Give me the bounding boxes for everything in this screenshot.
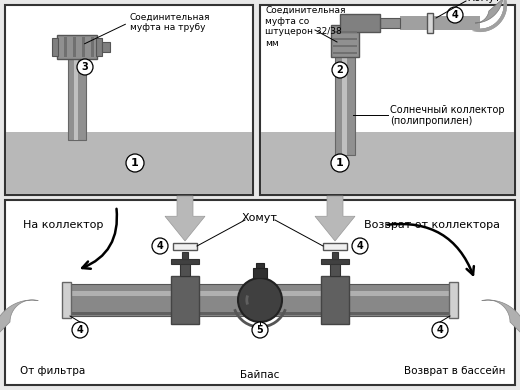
Text: Байпас: Байпас [240,370,280,380]
Text: Солнечный коллектор: Солнечный коллектор [390,105,504,115]
Bar [427,13,433,33]
Bar [171,259,199,264]
Bar [333,45,357,47]
Bar [52,38,58,56]
Text: 1: 1 [131,158,139,168]
Bar [261,132,514,194]
Bar [73,37,76,57]
Bar [260,5,515,195]
Bar [333,52,357,54]
Circle shape [77,59,93,75]
Circle shape [238,278,282,322]
Bar [256,263,264,268]
Bar [102,42,110,52]
Bar [333,38,357,40]
Text: 4: 4 [157,241,163,251]
Bar [330,262,340,276]
Bar [65,284,455,316]
Bar [321,276,349,324]
Bar [64,37,67,57]
Text: На коллектор: На коллектор [23,220,103,230]
Text: 4: 4 [357,241,363,251]
Bar [180,262,190,276]
Text: От фильтра: От фильтра [20,366,85,376]
Bar [182,252,188,259]
Text: муфта со: муфта со [265,16,309,25]
Polygon shape [482,300,520,340]
Text: 2: 2 [336,65,343,75]
Text: 4: 4 [437,325,444,335]
Bar [333,31,357,33]
Bar [340,14,380,32]
Text: 4: 4 [76,325,83,335]
Bar [82,37,85,57]
Bar [65,291,455,296]
Bar [335,55,355,155]
Circle shape [331,154,349,172]
Text: Хомут: Хомут [468,0,501,3]
Text: муфта на трубу: муфта на трубу [130,23,205,32]
Circle shape [252,322,268,338]
Text: 3: 3 [82,62,88,72]
Text: Возврат от коллектора: Возврат от коллектора [364,220,500,230]
Text: Соединительная: Соединительная [265,5,345,14]
Polygon shape [475,0,503,23]
Bar [91,37,94,57]
Bar [173,243,197,250]
Text: 4: 4 [452,10,458,20]
Text: 1: 1 [336,158,344,168]
Circle shape [72,322,88,338]
Polygon shape [0,300,38,340]
Bar [62,282,71,318]
Text: мм: мм [265,39,279,48]
Bar [323,243,347,250]
Bar [332,252,338,259]
Circle shape [432,322,448,338]
Bar [171,276,199,324]
Text: 5: 5 [257,325,263,335]
Bar [5,5,253,195]
Circle shape [332,62,348,78]
Bar [342,55,347,155]
Text: Соединительная: Соединительная [130,12,211,21]
Bar [5,200,515,385]
Circle shape [152,238,168,254]
Bar [380,18,400,28]
Bar [321,259,349,264]
Bar [68,50,86,140]
Circle shape [126,154,144,172]
Polygon shape [165,196,205,241]
Bar [57,35,97,59]
Bar [96,38,102,56]
Bar [400,16,480,30]
Polygon shape [315,196,355,241]
Bar [331,25,359,57]
Bar [74,50,78,140]
Text: Хомут: Хомут [242,213,278,223]
Text: Возврат в бассейн: Возврат в бассейн [404,366,505,376]
Bar [449,282,458,318]
Bar [6,132,252,194]
Bar [65,312,455,315]
Circle shape [352,238,368,254]
Bar [253,268,267,278]
Circle shape [447,7,463,23]
Text: (полипропилен): (полипропилен) [390,116,472,126]
Text: штуцерон 32/38: штуцерон 32/38 [265,28,342,37]
